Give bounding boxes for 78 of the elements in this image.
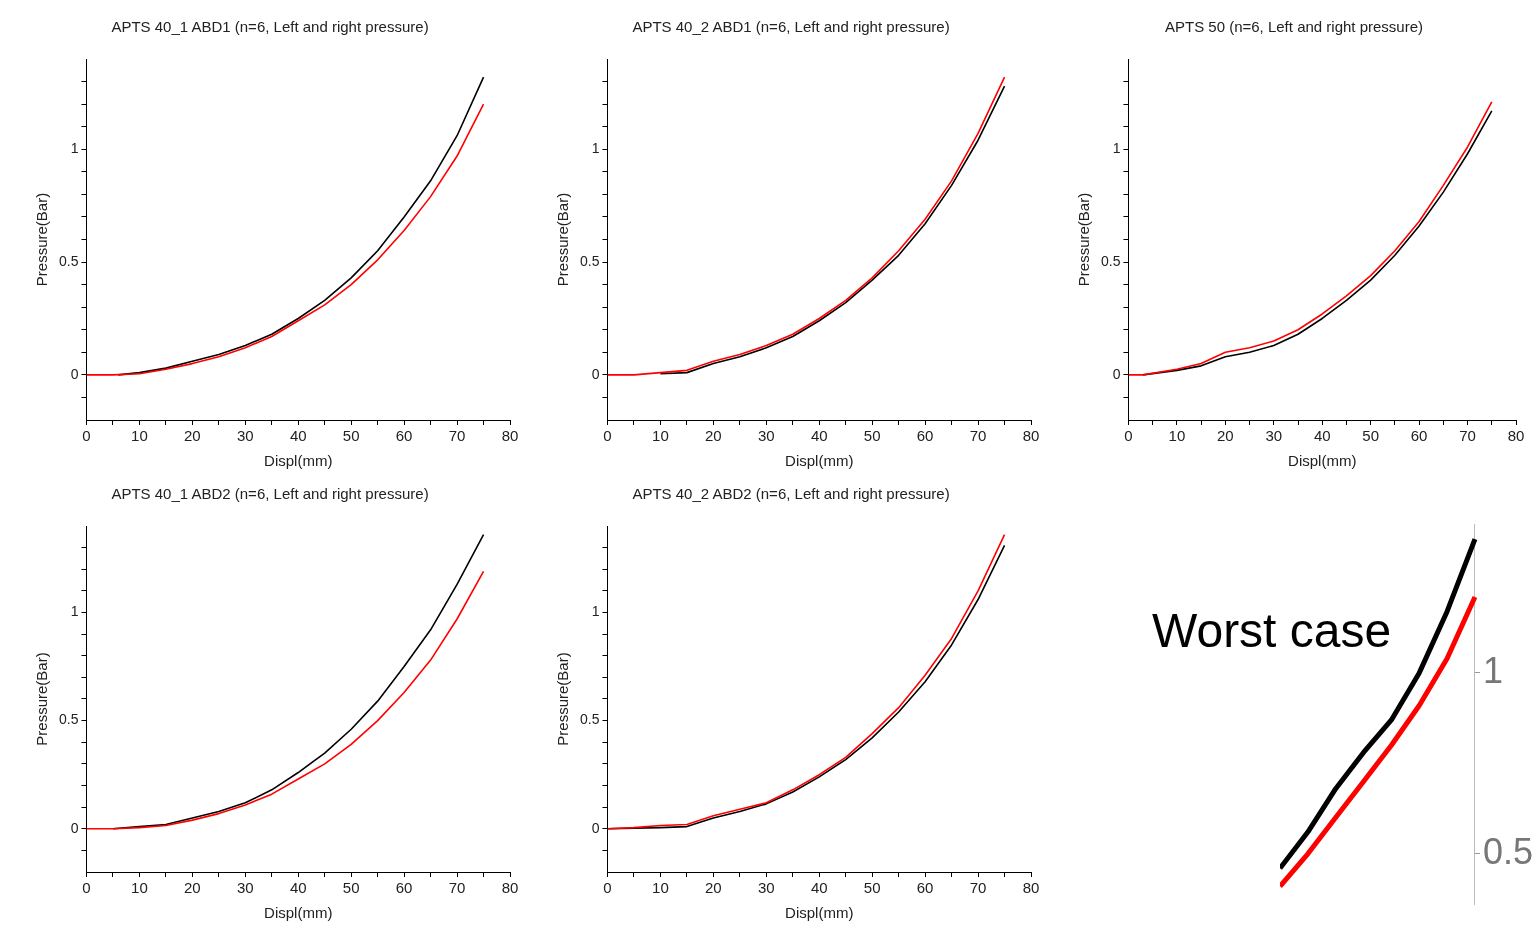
x-axis-title: Displ(mm) [1288, 452, 1357, 470]
y-tick-label: 1 [1482, 649, 1503, 691]
x-tick-label: 60 [395, 427, 413, 445]
x-tick-label: 30 [236, 427, 254, 445]
x-tick-label: 0 [82, 879, 91, 897]
text: Worst case [1152, 603, 1392, 658]
y-axis-title: Pressure(Bar) [1075, 192, 1093, 287]
x-tick-label: 60 [916, 427, 934, 445]
x-tick-label: 10 [652, 879, 669, 897]
x-tick-label: 20 [184, 427, 201, 445]
x-tick-label: 80 [501, 879, 519, 897]
y-tick-label: 0.5 [58, 711, 79, 728]
x-tick-label: 40 [289, 879, 307, 897]
x-tick-label: 10 [1168, 427, 1186, 445]
x-tick-label: 0 [603, 427, 612, 445]
chart-title: APTS 40_2 ABD2 (n=6, Left and right pressure) [632, 485, 950, 503]
y-tick-label: 1 [591, 140, 600, 157]
x-tick-label: 50 [342, 879, 360, 897]
x-tick-label: 20 [1217, 427, 1234, 445]
x-tick-label: 40 [289, 427, 307, 445]
x-tick-label: 10 [652, 427, 669, 445]
x-tick-label: 0 [603, 879, 612, 897]
x-tick-label: 40 [810, 879, 828, 897]
x-tick-label: 70 [969, 427, 987, 445]
x-tick-label: 50 [863, 427, 881, 445]
x-axis-title: Displ(mm) [785, 904, 854, 922]
x-axis-title: Displ(mm) [264, 904, 333, 922]
y-tick-label: 1 [1112, 140, 1121, 157]
x-tick-label: 60 [395, 879, 413, 897]
y-axis-title: Pressure(Bar) [554, 192, 572, 287]
y-tick-label: 0.5 [1482, 830, 1533, 872]
y-tick-label: 0 [70, 819, 79, 836]
chart-title: APTS 40_2 ABD1 (n=6, Left and right pressure) [632, 18, 950, 36]
y-tick-label: 0.5 [58, 252, 79, 269]
x-tick-label: 70 [448, 879, 466, 897]
y-axis-title: Pressure(Bar) [33, 652, 51, 746]
y-axis-title: Pressure(Bar) [554, 652, 572, 746]
x-axis-title: Displ(mm) [264, 452, 333, 470]
y-tick-label: 0.5 [579, 252, 600, 269]
y-tick-label: 1 [70, 140, 79, 157]
y-tick-label: 0 [70, 365, 79, 382]
x-tick-label: 0 [1124, 427, 1133, 445]
x-tick-label: 50 [863, 879, 881, 897]
x-tick-label: 10 [131, 427, 148, 445]
x-tick-label: 20 [705, 427, 722, 445]
x-tick-label: 20 [705, 879, 722, 897]
chart-title: APTS 40_1 ABD1 (n=6, Left and right pressure) [111, 18, 429, 36]
chart-title: APTS 40_1 ABD2 (n=6, Left and right pressure) [111, 485, 429, 503]
y-axis-title: Pressure(Bar) [33, 192, 51, 287]
x-tick-label: 80 [501, 427, 519, 445]
y-tick-label: 0.5 [1100, 252, 1121, 269]
y-tick-label: 1 [70, 603, 79, 620]
y-tick-label: 0 [591, 365, 600, 382]
y-tick-label: 0 [591, 819, 600, 836]
x-tick-label: 50 [342, 427, 360, 445]
x-tick-label: 0 [82, 427, 91, 445]
x-tick-label: 80 [1022, 879, 1040, 897]
x-tick-label: 10 [131, 879, 148, 897]
x-tick-label: 70 [1459, 427, 1476, 445]
x-tick-label: 30 [757, 879, 775, 897]
y-tick-label: 1 [591, 603, 600, 620]
x-tick-label: 70 [969, 879, 987, 897]
x-tick-label: 30 [236, 879, 254, 897]
chart-title: APTS 50 (n=6, Left and right pressure) [1164, 18, 1424, 36]
x-tick-label: 40 [810, 427, 828, 445]
x-tick-label: 30 [757, 427, 775, 445]
x-tick-label: 50 [1362, 427, 1380, 445]
x-tick-label: 80 [1507, 427, 1525, 445]
y-tick-label: 0.5 [579, 711, 600, 728]
x-tick-label: 60 [916, 879, 934, 897]
x-tick-label: 40 [1313, 427, 1331, 445]
x-tick-label: 70 [448, 427, 466, 445]
x-tick-label: 60 [1410, 427, 1428, 445]
x-tick-label: 80 [1022, 427, 1040, 445]
x-axis-title: Displ(mm) [785, 452, 854, 470]
x-tick-label: 20 [184, 879, 201, 897]
x-tick-label: 30 [1265, 427, 1283, 445]
y-tick-label: 0 [1112, 365, 1121, 382]
